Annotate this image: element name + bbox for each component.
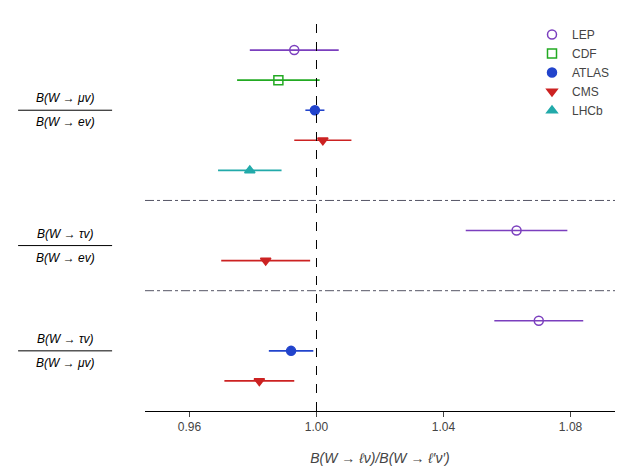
svg-text:B(W → τv): B(W → τv) bbox=[37, 332, 93, 346]
svg-text:LHCb: LHCb bbox=[572, 104, 603, 118]
svg-text:B(W → τv): B(W → τv) bbox=[37, 227, 93, 241]
svg-text:LEP: LEP bbox=[572, 28, 595, 42]
svg-text:CDF: CDF bbox=[572, 47, 597, 61]
svg-text:CMS: CMS bbox=[572, 85, 599, 99]
svg-text:B(W → μv): B(W → μv) bbox=[36, 91, 95, 105]
svg-text:B(W → ev): B(W → ev) bbox=[36, 115, 95, 129]
svg-text:B(W → ℓν)/B(W → ℓ′ν′): B(W → ℓν)/B(W → ℓ′ν′) bbox=[310, 450, 450, 466]
svg-text:0.96: 0.96 bbox=[178, 420, 202, 434]
svg-text:B(W → ev): B(W → ev) bbox=[36, 251, 95, 265]
svg-text:ATLAS: ATLAS bbox=[572, 66, 609, 80]
svg-text:B(W → μv): B(W → μv) bbox=[36, 356, 95, 370]
svg-text:1.00: 1.00 bbox=[305, 420, 329, 434]
svg-text:1.04: 1.04 bbox=[432, 420, 456, 434]
svg-text:1.08: 1.08 bbox=[559, 420, 583, 434]
